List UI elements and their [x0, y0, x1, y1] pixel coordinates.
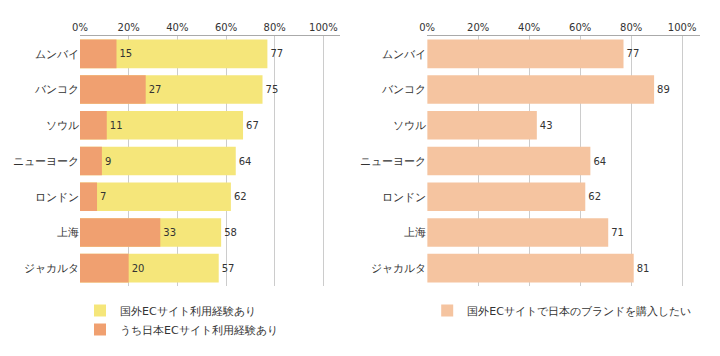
svg-text:62: 62 [234, 191, 247, 202]
svg-text:11: 11 [110, 120, 123, 131]
svg-text:81: 81 [637, 263, 650, 274]
svg-text:ムンバイ: ムンバイ [35, 48, 79, 61]
svg-text:100%: 100% [309, 22, 338, 33]
svg-text:75: 75 [266, 84, 279, 95]
svg-text:バンコク: バンコク [381, 83, 426, 96]
svg-text:ロンドン: ロンドン [382, 191, 426, 204]
svg-text:57: 57 [222, 263, 235, 274]
svg-text:58: 58 [224, 227, 237, 238]
svg-text:国外ECサイトで日本のブランドを購入したい: 国外ECサイトで日本のブランドを購入したい [467, 305, 691, 318]
svg-text:ニューヨーク: ニューヨーク [13, 155, 79, 168]
svg-text:77: 77 [627, 48, 640, 59]
svg-text:77: 77 [270, 48, 283, 59]
svg-text:7: 7 [100, 191, 106, 202]
svg-text:62: 62 [588, 191, 601, 202]
svg-text:ムンバイ: ムンバイ [382, 48, 426, 61]
svg-text:89: 89 [657, 84, 670, 95]
svg-text:64: 64 [239, 156, 252, 167]
svg-text:ジャカルタ: ジャカルタ [371, 262, 426, 275]
svg-text:60%: 60% [215, 22, 237, 33]
svg-text:バンコク: バンコク [34, 83, 79, 96]
svg-text:ジャカルタ: ジャカルタ [24, 262, 79, 275]
svg-text:20: 20 [132, 263, 145, 274]
svg-text:100%: 100% [668, 22, 697, 33]
svg-text:15: 15 [120, 48, 133, 59]
svg-text:国外ECサイト利用経験あり: 国外ECサイト利用経験あり [120, 305, 256, 318]
svg-text:9: 9 [105, 156, 111, 167]
svg-text:ソウル: ソウル [393, 119, 426, 132]
svg-text:40%: 40% [518, 22, 540, 33]
svg-text:33: 33 [163, 227, 176, 238]
svg-text:20%: 20% [467, 22, 489, 33]
svg-text:ニューヨーク: ニューヨーク [360, 155, 426, 168]
svg-text:43: 43 [540, 120, 553, 131]
svg-text:80%: 80% [620, 22, 642, 33]
svg-text:40%: 40% [166, 22, 188, 33]
svg-text:20%: 20% [118, 22, 140, 33]
svg-text:ロンドン: ロンドン [35, 191, 79, 204]
svg-text:0%: 0% [419, 22, 435, 33]
svg-text:ソウル: ソウル [46, 119, 79, 132]
svg-text:27: 27 [149, 84, 162, 95]
svg-text:60%: 60% [569, 22, 591, 33]
svg-text:67: 67 [246, 120, 259, 131]
svg-text:上海: 上海 [57, 226, 79, 239]
svg-text:71: 71 [611, 227, 624, 238]
svg-text:64: 64 [593, 156, 606, 167]
svg-text:上海: 上海 [404, 226, 426, 239]
svg-text:うち日本ECサイト利用経験あり: うち日本ECサイト利用経験あり [120, 324, 278, 337]
svg-text:0%: 0% [72, 22, 88, 33]
svg-text:80%: 80% [264, 22, 286, 33]
